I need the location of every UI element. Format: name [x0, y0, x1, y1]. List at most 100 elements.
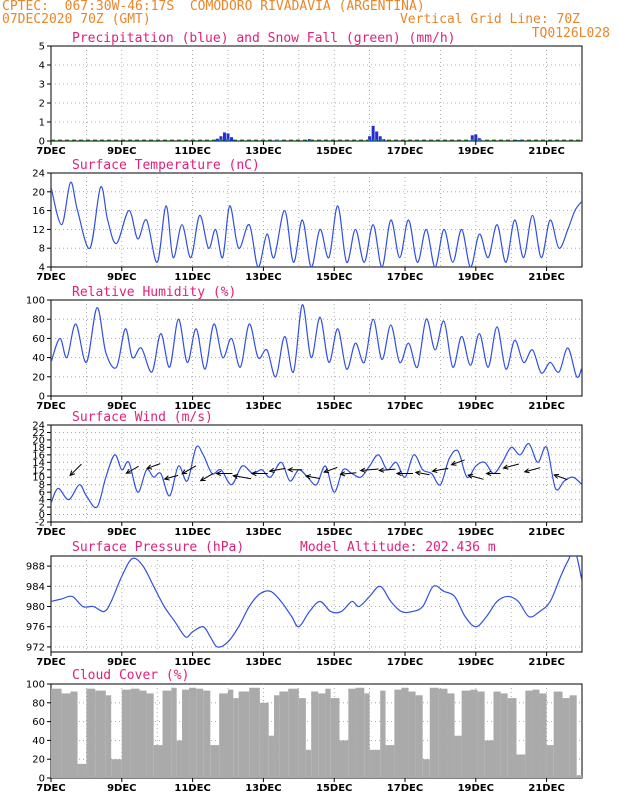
cloud-cover-bar — [493, 691, 501, 778]
x-tick-label: 9DEC — [107, 527, 136, 538]
cloud-cover-bar — [95, 690, 106, 778]
y-tick-label: 60 — [32, 334, 45, 345]
wind-arrow-head — [268, 467, 275, 473]
precip-bar — [378, 136, 382, 141]
wind-arrow-head — [395, 470, 402, 477]
precip-bar — [375, 131, 379, 141]
wind-arrow-head — [523, 468, 530, 474]
cloud-cover-bar — [86, 688, 96, 778]
wind-arrow-head — [378, 467, 385, 473]
x-tick-label: 19DEC — [458, 783, 494, 794]
x-tick-label: 15DEC — [316, 783, 352, 794]
cloud-cover-bar — [500, 693, 508, 778]
cloud-cover-bar — [385, 745, 395, 778]
x-tick-label: 15DEC — [316, 146, 352, 157]
precip-bar — [474, 134, 478, 141]
precip-bar — [470, 135, 474, 141]
precip-bar — [307, 139, 311, 141]
precip-bar — [276, 140, 280, 141]
cloud-cover-bar — [364, 693, 370, 778]
panel-title: Surface Temperature (nC) — [72, 158, 260, 173]
cloud-cover-bar — [203, 690, 211, 778]
y-tick-label: 20 — [32, 755, 45, 766]
wind-arrow — [554, 474, 568, 481]
y-tick-label: 14 — [32, 458, 45, 469]
y-tick-label: 10 — [32, 473, 45, 484]
x-tick-label: 17DEC — [387, 146, 423, 157]
y-tick-label: 976 — [26, 622, 45, 633]
y-tick-label: 0 — [39, 137, 45, 148]
cloud-cover-bar — [454, 735, 462, 778]
y-tick-label: -2 — [35, 518, 45, 529]
x-tick-label: 19DEC — [458, 527, 494, 538]
panel-1: 0 1 2 3 4 5 7DEC 9DEC 11DEC 13DEC 15DEC 17DEC 19DEC 2… — [36, 31, 583, 157]
cloud-cover-bar — [219, 693, 228, 778]
cloud-cover-bar — [139, 690, 147, 778]
y-tick-label: 40 — [32, 736, 45, 747]
cloud-cover-bar — [77, 763, 87, 778]
y-tick-label: 2 — [39, 503, 45, 514]
header-line1: CPTEC: 067:30W-46:17S COMODORO RIVADAVIA… — [2, 0, 425, 14]
wind-arrow — [524, 467, 541, 473]
y-tick-label: 1 — [39, 118, 45, 129]
y-tick-label: 80 — [32, 698, 45, 709]
y-tick-label: 980 — [26, 602, 45, 613]
x-tick-label: 13DEC — [245, 146, 281, 157]
wind-arrow-head — [339, 471, 346, 477]
wind-arrow-head — [69, 470, 76, 477]
cloud-cover-bar — [576, 775, 582, 778]
cloud-cover-bar — [121, 689, 131, 778]
panel-6: 0 20 40 60 80 100 7DEC 9DEC 11DEC 13DEC 15DEC 17DEC… — [26, 668, 583, 794]
wind-arrow-head — [146, 464, 153, 470]
cloud-cover-bar — [562, 698, 570, 778]
x-tick-label: 21DEC — [528, 146, 564, 157]
panel-frame — [50, 172, 583, 268]
header-date: 07DEC2020 70Z (GMT) — [2, 12, 151, 27]
cloud-cover-bar — [238, 691, 250, 778]
panel-2: 4 8 12 16 20 24 7DEC 9DEC 11DEC 13DEC 15DEC 17DEC 19… — [32, 158, 583, 283]
cloud-cover-bar — [355, 687, 365, 778]
cloud-cover-bar — [553, 691, 563, 778]
cloud-cover-bar — [298, 698, 306, 778]
precip-bar — [215, 138, 219, 141]
panel-title: Cloud Cover (%) — [72, 668, 189, 683]
cloud-cover-bar — [249, 687, 260, 778]
wind-arrow — [305, 475, 320, 479]
wind-arrow-head — [125, 468, 132, 474]
wind-arrow-head — [466, 473, 474, 479]
y-tick-label: 16 — [32, 206, 45, 217]
wind-arrow-head — [232, 473, 239, 479]
y-tick-label: 100 — [26, 296, 45, 307]
panel-5: 972 976 980 984 988 7DEC 9DEC 11DEC 13DEC 15DEC 17… — [26, 540, 583, 668]
y-tick-label: 20 — [32, 372, 45, 383]
cloud-cover-bar — [447, 693, 455, 778]
cloud-cover-bar — [130, 688, 140, 778]
wind-arrow — [340, 472, 357, 475]
y-tick-label: 20 — [32, 435, 45, 446]
x-tick-label: 21DEC — [528, 272, 564, 283]
y-tick-label: 18 — [32, 443, 45, 454]
y-tick-label: 20 — [32, 187, 45, 198]
x-tick-label: 13DEC — [245, 657, 281, 668]
wind-arrow-head — [304, 474, 312, 480]
precip-bar — [226, 133, 230, 141]
precip-bar — [371, 125, 375, 141]
y-tick-label: 60 — [32, 717, 45, 728]
x-tick-label: 9DEC — [107, 657, 136, 668]
y-tick-label: 5 — [39, 42, 45, 53]
wind-arrow-head — [502, 464, 509, 470]
cloud-cover-bar — [408, 691, 416, 778]
wind-arrow — [200, 473, 214, 482]
x-tick-label: 21DEC — [528, 783, 564, 794]
x-tick-label: 11DEC — [174, 401, 210, 412]
wind-arrow — [467, 474, 484, 480]
x-tick-label: 19DEC — [458, 401, 494, 412]
x-tick-label: 17DEC — [387, 783, 423, 794]
wind-arrow-head — [215, 470, 222, 477]
cloud-cover-bar — [438, 688, 448, 778]
wind-arrow-head — [553, 473, 560, 479]
cloud-cover-bar — [539, 693, 547, 778]
wind-arrow — [360, 468, 379, 472]
cloud-cover-bar — [153, 745, 163, 778]
cloud-cover-bar — [105, 695, 112, 778]
